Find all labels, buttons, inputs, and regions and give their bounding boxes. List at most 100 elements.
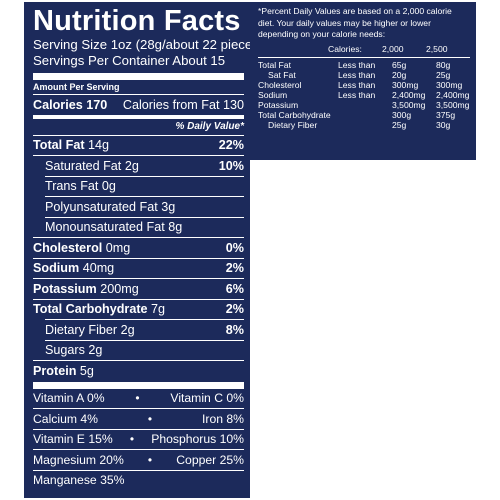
divider-thin	[33, 278, 244, 279]
nutrient-amount: 7g	[151, 302, 166, 317]
nutrient-amount: 3g	[161, 199, 176, 214]
nutrient-row-saturated-fat: Saturated Fat 2g 10%	[33, 156, 244, 176]
divider-thin	[33, 298, 244, 300]
calories-label: Calories 170	[33, 97, 108, 112]
row-limit	[338, 120, 392, 130]
divider-thin	[33, 257, 244, 259]
row-limit: Less than	[338, 59, 376, 70]
divider-thin	[45, 339, 244, 341]
table-row: Total Carbohydrate 300g 375g	[258, 110, 470, 120]
nutrient-row-total-carbohydrate: Total Carbohydrate 7g 2%	[33, 300, 244, 320]
nutrient-amount: 2g	[124, 158, 139, 173]
nutrient-dv: 10%	[218, 158, 244, 173]
row-name: Total Fat	[258, 59, 291, 70]
header-calories-label: Calories:	[328, 43, 362, 54]
nutrient-row-dietary-fiber: Dietary Fiber 2g 8%	[33, 320, 244, 340]
divider-thin	[45, 319, 244, 320]
vitamin-right: Vitamin C 0%	[170, 391, 245, 406]
nutrient-name: Sodium	[33, 261, 80, 276]
nutrient-row-cholesterol: Cholesterol 0mg 0%	[33, 238, 244, 258]
nutrient-dv: 22%	[218, 138, 244, 153]
divider-thin	[33, 237, 244, 238]
row-name: Sat Fat	[268, 69, 296, 80]
row-limit: Less than	[338, 69, 376, 80]
divider-thin	[33, 360, 244, 361]
nutrient-row-trans-fat: Trans Fat 0g	[33, 177, 244, 197]
row-value-2500: 300mg	[436, 79, 463, 90]
row-value-2000: 65g	[392, 59, 407, 70]
nutrient-amount: 0mg	[105, 240, 131, 255]
serving-size: Serving Size 1oz (28g/about 22 pieces)	[33, 37, 264, 52]
table-row: Cholesterol Less than 300mg 300mg	[258, 80, 470, 90]
nutrient-row-polyunsaturated-fat: Polyunsaturated Fat 3g	[33, 197, 244, 217]
divider-thin	[33, 155, 244, 156]
row-value-2000: 2,400mg	[392, 89, 426, 100]
nutrient-name: Trans Fat	[45, 179, 99, 194]
vitamin-left: Vitamin A 0%	[33, 391, 105, 406]
daily-values-footnote-panel: *Percent Daily Values are based on a 2,0…	[250, 2, 476, 160]
vitamin-row: Manganese 35%	[33, 471, 244, 491]
amount-per-serving: Amount Per Serving	[33, 82, 120, 92]
nutrient-dv: 2%	[225, 261, 244, 276]
divider-thin	[33, 408, 244, 409]
calories-from-fat: Calories from Fat 130	[122, 97, 244, 112]
nutrient-amount: 2g	[88, 343, 103, 358]
table-row: Dietary Fiber 25g 30g	[258, 120, 470, 130]
vitamin-left: Vitamin E 15%	[33, 432, 113, 447]
row-name: Cholesterol	[258, 79, 302, 90]
table-header-row: Calories: 2,000 2,500	[258, 44, 470, 54]
nutrient-amount: 5g	[79, 363, 94, 378]
footnote-text: *Percent Daily Values are based on a 2,0…	[258, 6, 452, 39]
divider-thin	[33, 428, 244, 430]
nutrient-dv: 8%	[225, 322, 244, 337]
nutrient-row-sugars: Sugars 2g	[33, 341, 244, 361]
nutrient-amount: 2g	[120, 322, 135, 337]
row-limit	[338, 100, 392, 110]
vitamin-left: Magnesium 20%	[33, 452, 124, 467]
table-row: Sat Fat Less than 20g 25g	[258, 70, 470, 80]
daily-values-table: Calories: 2,000 2,500	[258, 44, 470, 54]
row-value-2000: 300g	[392, 109, 412, 120]
nutrient-amount: 40mg	[82, 261, 115, 276]
nutrient-name: Saturated Fat	[45, 158, 122, 173]
nutrient-row-sodium: Sodium 40mg 2%	[33, 259, 244, 279]
row-value-2500: 30g	[436, 119, 451, 130]
divider-thin	[33, 94, 244, 95]
row-value-2500: 375g	[436, 109, 456, 120]
daily-value-header: % Daily Value*	[175, 120, 244, 132]
nutrient-name: Cholesterol	[33, 240, 103, 255]
nutrient-dv: 6%	[225, 281, 244, 296]
vitamin-row: Vitamin A 0% • Vitamin C 0%	[33, 389, 244, 409]
row-value-2500: 80g	[436, 59, 451, 70]
row-limit: Less than	[338, 89, 376, 100]
vitamin-row: Calcium 4% • Iron 8%	[33, 409, 244, 429]
row-value-2000: 3,500mg	[392, 99, 426, 110]
nutrient-amount: 14g	[88, 138, 110, 153]
nutrient-name: Monounsaturated Fat	[45, 220, 165, 235]
nutrient-name: Polyunsaturated Fat	[45, 199, 158, 214]
divider-thin	[45, 175, 244, 177]
row-value-2500: 25g	[436, 69, 451, 80]
vitamin-right: Phosphorus 10%	[151, 432, 245, 447]
divider-thick	[33, 73, 244, 80]
nutrient-name: Sugars	[45, 343, 85, 358]
row-name: Sodium	[258, 89, 288, 100]
nutrient-row-total-fat: Total Fat 14g 22%	[33, 136, 244, 156]
divider-thick	[33, 381, 244, 389]
nutrient-dv: 2%	[225, 302, 244, 317]
row-value-2500: 3,500mg	[436, 99, 470, 110]
nutrient-row-monounsaturated-fat: Monounsaturated Fat 8g	[33, 218, 244, 238]
bullet-separator: •	[129, 432, 135, 447]
row-name: Potassium	[258, 99, 299, 110]
calories-row: Calories 170 Calories from Fat 130	[33, 95, 244, 115]
divider-thin	[33, 449, 244, 450]
divider-thin	[45, 196, 244, 197]
nutrient-name: Protein	[33, 363, 77, 378]
nutrient-name: Potassium	[33, 281, 97, 296]
divider-thin	[258, 56, 470, 58]
row-name: Dietary Fiber	[268, 119, 318, 130]
table-row: Sodium Less than 2,400mg 2,400mg	[258, 90, 470, 100]
row-name: Total Carbohydrate	[258, 109, 331, 120]
vitamin-left: Manganese 35%	[33, 473, 125, 488]
